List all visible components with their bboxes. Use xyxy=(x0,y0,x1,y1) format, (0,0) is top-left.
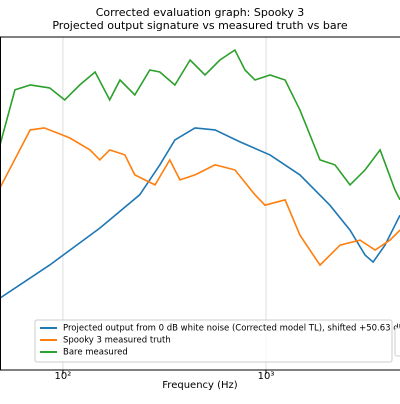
x-tick-label: 10³ xyxy=(258,371,275,382)
plot-lines xyxy=(0,50,400,298)
series-line xyxy=(0,128,400,265)
legend-label: Spooky 3 measured truth xyxy=(63,336,171,346)
x-axis-label: Frequency (Hz) xyxy=(162,380,238,391)
series-line xyxy=(0,50,400,200)
chart-title: Corrected evaluation graph: Spooky 3 xyxy=(96,6,305,19)
legend-label: Bare measured xyxy=(63,348,128,358)
legend-label: Projected output from 0 dB white noise (… xyxy=(63,324,400,334)
chart-subtitle: Projected output signature vs measured t… xyxy=(52,19,347,32)
x-tick-label: 10² xyxy=(55,371,72,382)
series-line xyxy=(0,128,400,298)
second-legend-box xyxy=(395,328,400,356)
legend: Projected output from 0 dB white noise (… xyxy=(35,320,400,362)
